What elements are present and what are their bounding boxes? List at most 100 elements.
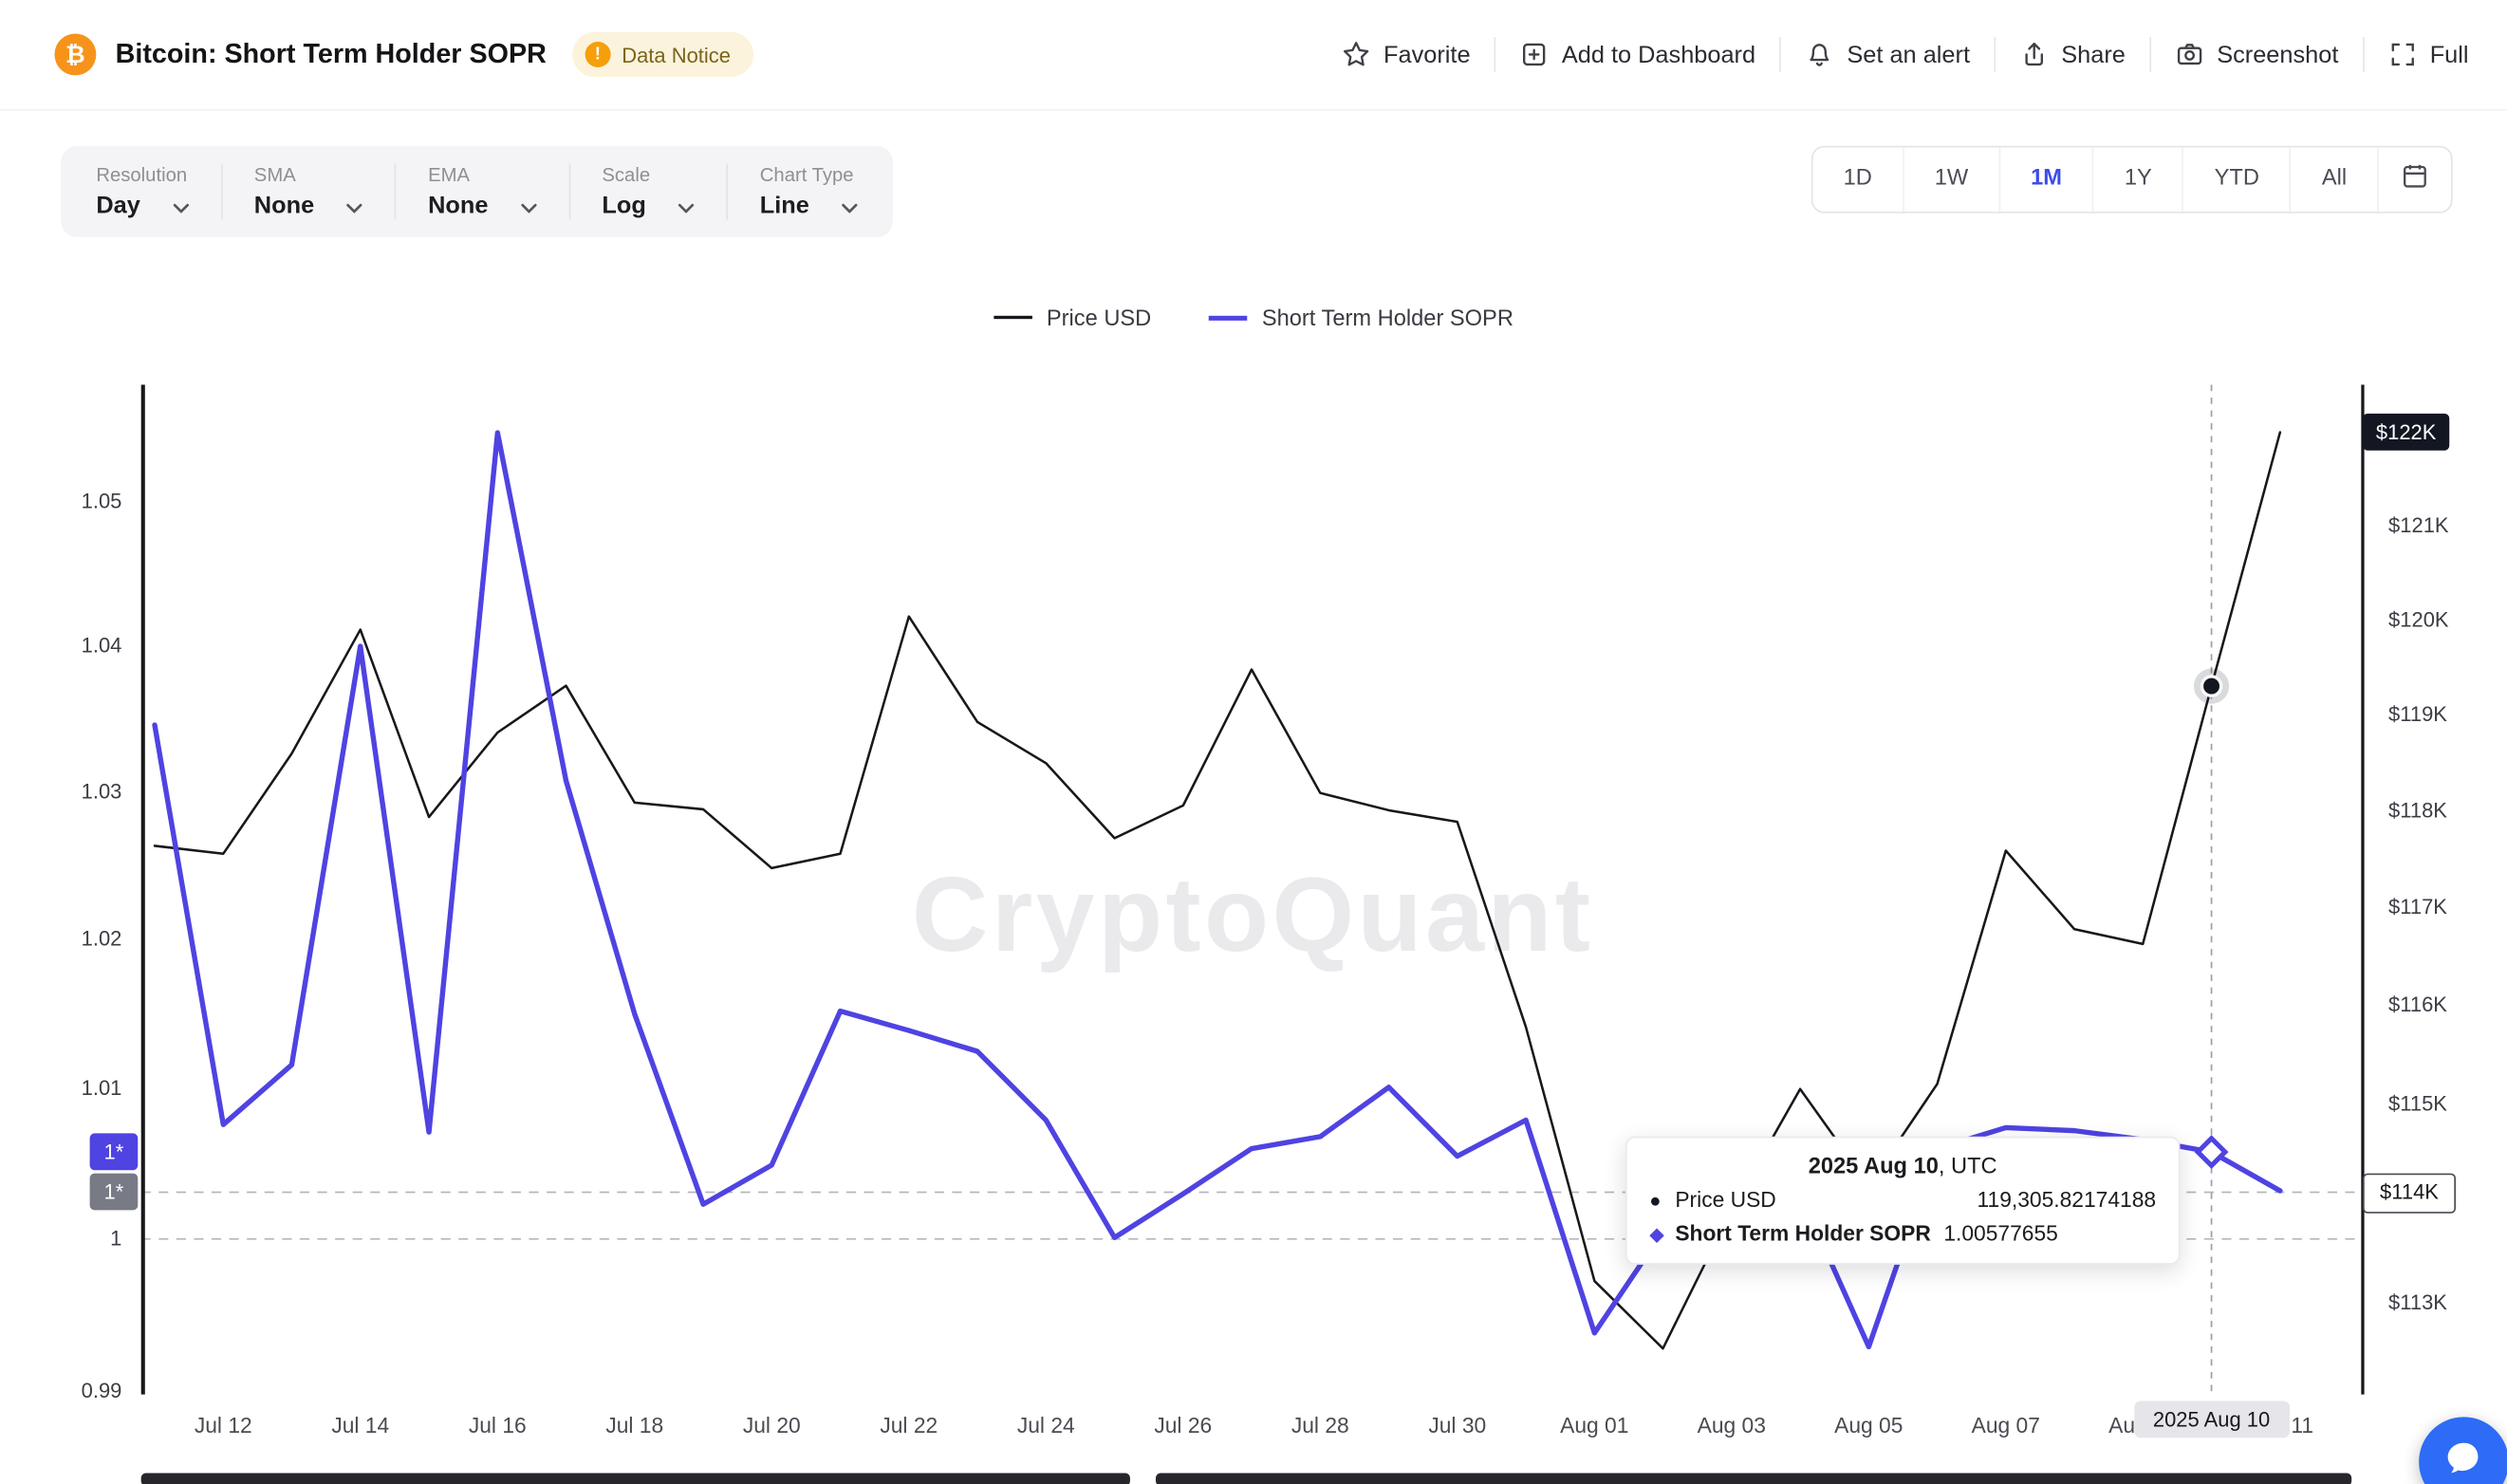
time-axis-label: Jul 24 [1016, 1413, 1075, 1438]
favorite-button[interactable]: Favorite [1342, 40, 1471, 68]
header: ₿ Bitcoin: Short Term Holder SOPR ! Data… [0, 0, 2507, 111]
set-alert-button[interactable]: Set an alert [1805, 40, 1970, 68]
support-chat-button[interactable] [2419, 1417, 2507, 1484]
chart-type-label: Chart Type [759, 163, 854, 186]
legend-price-label: Price USD [1046, 304, 1152, 330]
chart-type-dropdown[interactable]: Chart Type Line [728, 163, 889, 219]
crosshair-date-label: 2025 Aug 10 [2133, 1401, 2290, 1438]
tooltip-sopr-label: Short Term Holder SOPR [1675, 1221, 1931, 1246]
divider [1779, 36, 1782, 73]
time-axis[interactable]: Jul 12 Jul 14 Jul 16 Jul 18 Jul 20 Jul 22 Jul … [141, 1404, 2365, 1449]
sma-label: SMA [253, 163, 296, 186]
price-axis-label: $115K [2388, 1090, 2447, 1116]
resolution-dropdown[interactable]: Resolution Day [65, 163, 221, 219]
time-axis-label: Aug 01 [1560, 1413, 1629, 1438]
range-ytd[interactable]: YTD [2182, 147, 2291, 212]
camera-icon [2175, 40, 2203, 68]
range-1m[interactable]: 1M [1998, 147, 2093, 212]
price-axis-label: $117K [2388, 895, 2447, 919]
sopr-axis-label: 1 [110, 1226, 122, 1251]
share-label: Share [2061, 41, 2126, 68]
page-title: Bitcoin: Short Term Holder SOPR [115, 38, 547, 69]
tooltip-sopr-value: 1.00577655 [1943, 1221, 2058, 1246]
add-to-dashboard-label: Add to Dashboard [1561, 41, 1756, 68]
scale-dropdown[interactable]: Scale Log [570, 163, 727, 219]
divider [1994, 36, 1996, 73]
price-line-swatch [994, 315, 1032, 320]
divider [394, 163, 397, 220]
tooltip-title: 2025 Aug 10, UTC [1808, 1152, 1997, 1178]
tooltip-price-label: Price USD [1675, 1187, 1776, 1213]
legend-sopr-label: Short Term Holder SOPR [1261, 304, 1513, 330]
divider [2362, 36, 2365, 73]
time-range-selector: 1D 1W 1M 1Y YTD All [1811, 145, 2453, 213]
time-axis-label: Aug 07 [1971, 1413, 2040, 1438]
bell-icon [1805, 40, 1833, 68]
divider [726, 163, 728, 220]
calendar-icon [2402, 162, 2429, 197]
price-marker-icon: ● [1649, 1188, 1662, 1212]
share-icon [2019, 40, 2048, 68]
sopr-hover-value-box: 1* [89, 1133, 139, 1171]
divider [220, 163, 223, 220]
price-last-value-box: $122K [2363, 414, 2450, 452]
sopr-axis-label: 1.04 [81, 633, 122, 658]
controls-row: Resolution Day SMA None EMA None Scale L… [61, 145, 2453, 238]
sopr-axis-label: 1.05 [81, 489, 122, 513]
chevron-down-icon [678, 193, 695, 220]
time-axis-label: Jul 22 [880, 1413, 938, 1438]
legend-price-usd[interactable]: Price USD [994, 305, 1151, 330]
range-1y[interactable]: 1Y [2092, 147, 2182, 212]
fullscreen-icon [2388, 40, 2417, 68]
time-axis-label: Jul 12 [194, 1413, 252, 1438]
scale-value: Log [602, 192, 646, 220]
sma-dropdown[interactable]: SMA None [222, 163, 395, 219]
share-button[interactable]: Share [2019, 40, 2126, 68]
sopr-marker-icon: ◆ [1649, 1222, 1664, 1245]
sopr-scale[interactable]: 0.99 1 1.01 1.02 1.03 1.04 1.05 [0, 384, 138, 1401]
chevron-down-icon [842, 193, 858, 220]
add-to-dashboard-icon [1520, 40, 1549, 68]
price-axis-label: $120K [2388, 607, 2449, 632]
ema-dropdown[interactable]: EMA None [396, 163, 568, 219]
tooltip-price-value: 119,305.82174188 [1977, 1187, 2157, 1213]
divider [2149, 36, 2151, 73]
data-notice-badge[interactable]: ! Data Notice [571, 31, 753, 78]
sopr-axis-label: 1.01 [81, 1075, 122, 1101]
calendar-button[interactable] [2377, 147, 2451, 212]
fullscreen-button[interactable]: Full [2388, 40, 2469, 68]
range-1w[interactable]: 1W [1902, 147, 1999, 212]
price-axis-label: $118K [2388, 798, 2447, 823]
chevron-down-icon [346, 193, 362, 220]
legend-sopr[interactable]: Short Term Holder SOPR [1209, 305, 1513, 330]
data-notice-label: Data Notice [622, 42, 731, 67]
ema-value: None [428, 192, 489, 220]
warning-icon: ! [585, 41, 611, 67]
divider [567, 163, 570, 220]
set-alert-label: Set an alert [1847, 41, 1970, 68]
sopr-axis-label: 1.03 [81, 779, 122, 804]
sopr-line-swatch [1209, 314, 1248, 321]
price-scale[interactable]: $113K$114K$115K$116K$117K$118K$119K$120K… [2382, 384, 2507, 1394]
sopr-last-value-box: 1* [89, 1174, 139, 1211]
scale-label: Scale [602, 163, 651, 186]
favorite-label: Favorite [1383, 41, 1471, 68]
screenshot-button[interactable]: Screenshot [2175, 40, 2338, 68]
price-axis-label: $119K [2388, 702, 2447, 727]
range-all[interactable]: All [2290, 147, 2378, 212]
fullscreen-label: Full [2429, 41, 2469, 68]
time-axis-label: Jul 20 [742, 1413, 801, 1438]
chevron-down-icon [520, 193, 536, 220]
price-ref-value-box: $114K [2363, 1172, 2457, 1214]
sopr-axis-label: 1.02 [81, 926, 122, 952]
time-axis-label: Aug 03 [1697, 1413, 1766, 1438]
header-actions: Favorite Add to Dashboard Set an alert S… [1342, 36, 2469, 73]
star-icon [1342, 40, 1370, 68]
time-axis-label: Aug 05 [1834, 1413, 1903, 1438]
timeline-scrollbar[interactable] [1155, 1473, 2352, 1484]
add-to-dashboard-button[interactable]: Add to Dashboard [1520, 40, 1755, 68]
chart-legend: Price USD Short Term Holder SOPR [0, 305, 2507, 330]
range-1d[interactable]: 1D [1812, 147, 1903, 212]
timeline-scrollbar[interactable] [140, 1473, 1130, 1484]
